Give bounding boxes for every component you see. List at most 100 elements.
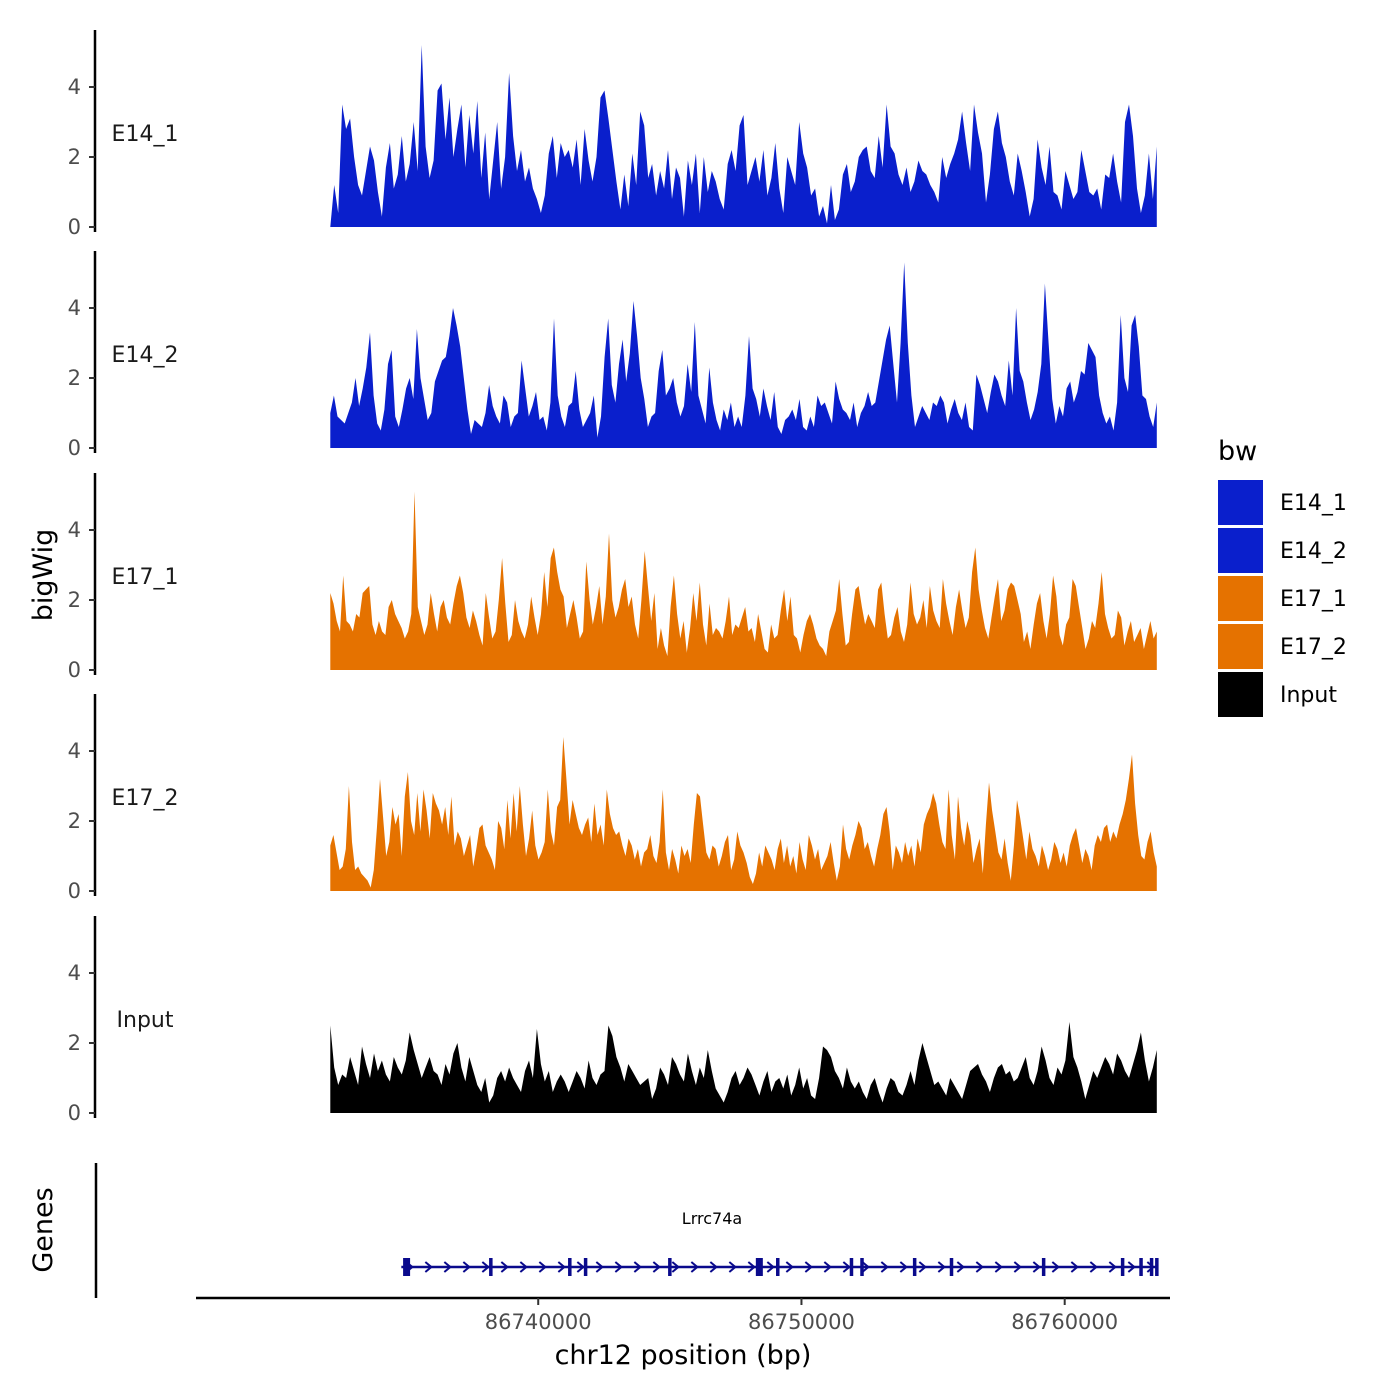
strand-arrow	[975, 1261, 984, 1273]
strand-arrow	[766, 1261, 775, 1273]
exon	[849, 1258, 854, 1276]
y-tick-label: 0	[68, 1101, 81, 1125]
y-tick-label: 2	[68, 809, 81, 833]
strand-arrow	[1127, 1261, 1136, 1273]
y-tick-label: 0	[68, 436, 81, 460]
legend-label: E14_2	[1280, 539, 1347, 564]
strand-arrow	[690, 1261, 699, 1273]
track-label-E17_1: E17_1	[112, 565, 179, 590]
x-axis-ticks: 86740000 86750000 86760000	[485, 1298, 1118, 1334]
legend-label: E14_1	[1280, 491, 1347, 516]
track-label-E17_2: E17_2	[112, 786, 179, 811]
legend-entry: E14_1	[1218, 480, 1347, 525]
strand-arrow	[918, 1261, 927, 1273]
strand-arrow	[880, 1261, 889, 1273]
strand-arrow	[1051, 1261, 1060, 1273]
legend-swatch	[1218, 528, 1263, 573]
strand-arrow	[481, 1261, 490, 1273]
y-tick-label: 2	[68, 366, 81, 390]
strand-arrow	[1146, 1261, 1155, 1273]
strand-arrow	[576, 1261, 585, 1273]
strand-arrow	[728, 1261, 737, 1273]
legend-label: E17_2	[1280, 635, 1347, 660]
strand-arrow	[747, 1261, 756, 1273]
strand-arrow	[1108, 1261, 1117, 1273]
strand-arrow	[804, 1261, 813, 1273]
strand-arrow	[1013, 1261, 1022, 1273]
exon	[489, 1258, 493, 1276]
x-tick-label: 86740000	[485, 1310, 592, 1334]
exon	[1041, 1258, 1046, 1276]
exon	[583, 1258, 588, 1276]
strand-arrow	[785, 1261, 794, 1273]
strand-arrow	[500, 1261, 509, 1273]
strand-arrow	[671, 1261, 680, 1273]
y-tick-label: 0	[68, 658, 81, 682]
strand-arrow	[519, 1261, 528, 1273]
legend-entry: E14_2	[1218, 528, 1347, 573]
y-tick-label: 4	[68, 961, 81, 985]
strand-arrow	[557, 1261, 566, 1273]
strand-arrow	[443, 1261, 452, 1273]
signal-tracks: 0 2 4 E14_1 0 2 4 E14_2 0 2 4 E17_1 0 2 4 E17_2 0 2 4 Input	[68, 30, 1157, 1125]
strand-arrow	[899, 1261, 908, 1273]
strand-arrow	[652, 1261, 661, 1273]
strand-arrow	[994, 1261, 1003, 1273]
y-tick-label: 4	[68, 296, 81, 320]
signal-area-E14_1	[330, 45, 1157, 227]
exon	[668, 1258, 672, 1276]
track-label-Input: Input	[117, 1008, 174, 1033]
strand-arrow	[595, 1261, 604, 1273]
track-E14_1: 0 2 4 E14_1	[68, 30, 1157, 239]
track-label-E14_1: E14_1	[112, 122, 179, 147]
strand-arrow	[709, 1261, 718, 1273]
x-axis: 86740000 86750000 86760000 chr12 position …	[196, 1296, 1170, 1371]
x-tick-label: 86750000	[748, 1310, 855, 1334]
legend: bw E14_1 E14_2 E17_1 E17_2 Input	[1218, 436, 1347, 717]
track-E17_2: 0 2 4 E17_2	[68, 694, 1157, 903]
legend-swatch	[1218, 672, 1263, 717]
track-label-E14_2: E14_2	[112, 343, 179, 368]
gene-track: Genes Lrrc74a	[28, 1163, 1159, 1298]
x-tick-label: 86760000	[1011, 1310, 1118, 1334]
exon	[403, 1258, 411, 1276]
strand-arrow	[956, 1261, 965, 1273]
exon	[776, 1258, 780, 1276]
legend-swatch	[1218, 624, 1263, 669]
strand-arrow	[1032, 1261, 1041, 1273]
strand-arrow	[1089, 1261, 1098, 1273]
exon	[912, 1258, 917, 1276]
y-tick-label: 0	[68, 879, 81, 903]
signal-area-E17_2	[330, 737, 1157, 891]
legend-entry: Input	[1218, 672, 1337, 717]
strand-arrow	[462, 1261, 471, 1273]
exon	[860, 1258, 864, 1276]
track-E17_1: 0 2 4 E17_1	[68, 473, 1157, 682]
signal-area-E17_1	[330, 491, 1157, 670]
strand-arrow	[614, 1261, 623, 1273]
signal-area-Input	[330, 1022, 1157, 1113]
x-axis-title: chr12 position (bp)	[555, 1340, 812, 1371]
legend-swatch	[1218, 576, 1263, 621]
exon	[949, 1258, 954, 1276]
gene-label: Lrrc74a	[682, 1209, 742, 1228]
exon	[1149, 1258, 1154, 1276]
exon	[1120, 1258, 1125, 1276]
legend-entries: E14_1 E14_2 E17_1 E17_2 Input	[1218, 480, 1347, 717]
legend-entry: E17_2	[1218, 624, 1347, 669]
track-E14_2: 0 2 4 E14_2	[68, 251, 1157, 460]
strand-arrow	[823, 1261, 832, 1273]
gene-track-title: Genes	[28, 1187, 59, 1272]
legend-label: E17_1	[1280, 587, 1347, 612]
strand-arrow	[937, 1261, 946, 1273]
strand-arrow	[861, 1261, 870, 1273]
y-tick-label: 2	[68, 1031, 81, 1055]
y-tick-label: 4	[68, 518, 81, 542]
legend-entry: E17_1	[1218, 576, 1347, 621]
exon	[1155, 1258, 1159, 1276]
y-tick-label: 2	[68, 588, 81, 612]
legend-label: Input	[1280, 683, 1337, 708]
track-Input: 0 2 4 Input	[68, 916, 1157, 1125]
exon	[1139, 1258, 1143, 1276]
